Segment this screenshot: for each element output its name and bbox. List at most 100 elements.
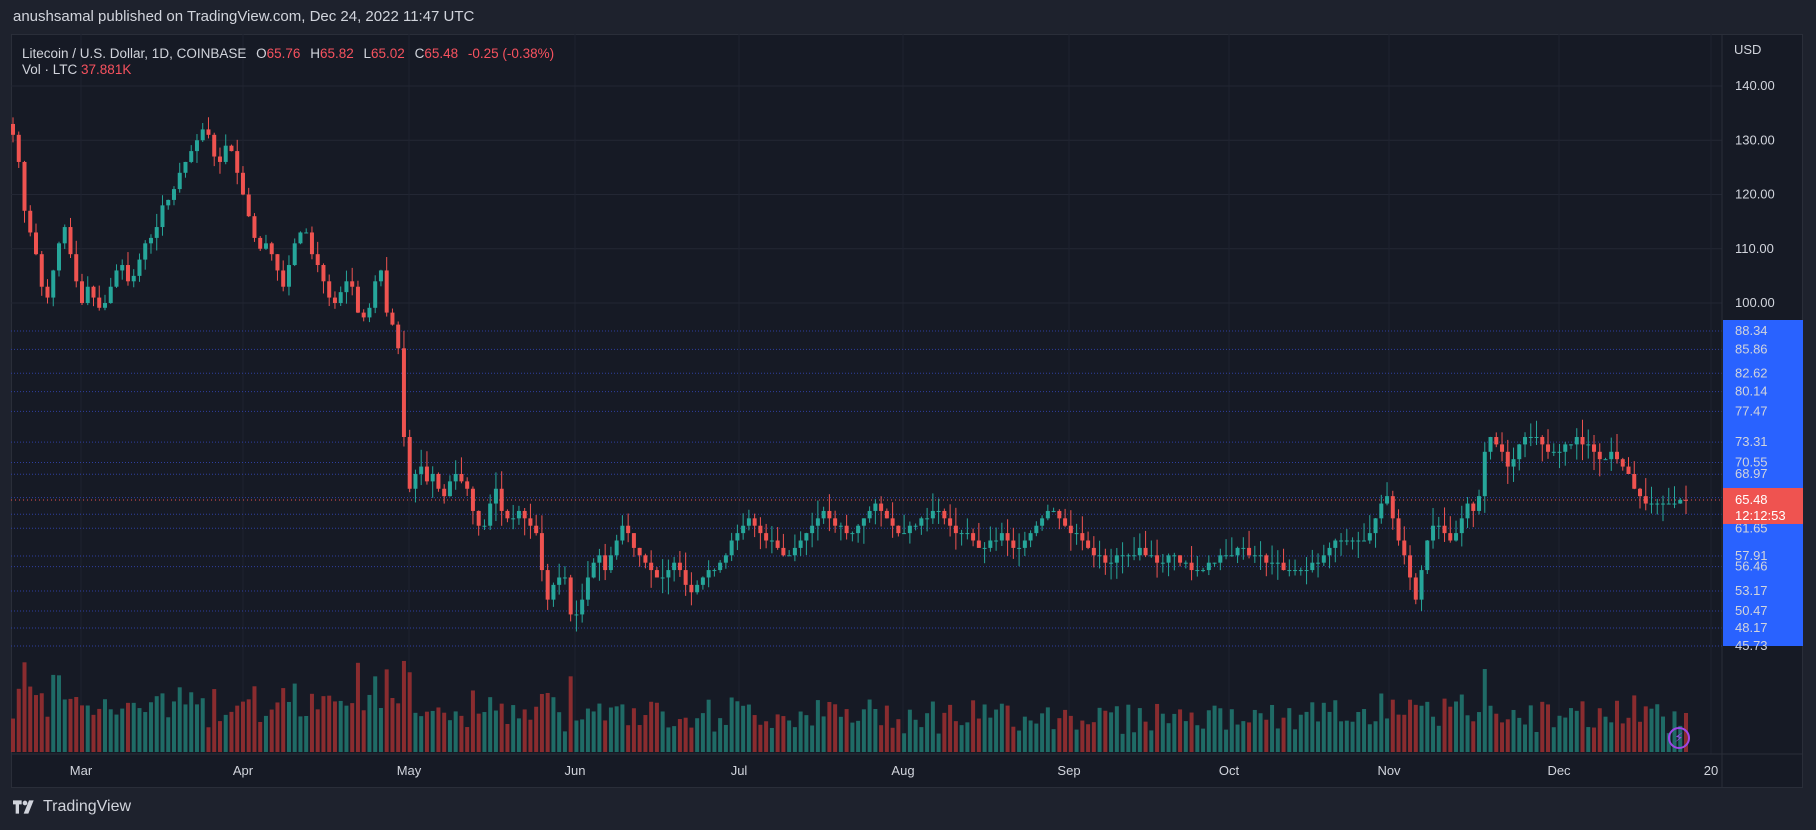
volume-bar-159	[925, 713, 930, 752]
candle-body-126	[735, 533, 740, 541]
volume-bar-103	[603, 720, 608, 752]
candle-body-193	[1120, 555, 1125, 557]
candle-body-42	[252, 216, 257, 238]
candle-body-146	[850, 533, 855, 535]
y-tick-level-0: 88.34	[1735, 323, 1768, 338]
time-axis[interactable]: Mar Apr May Jun Jul Aug Sep Oct Nov Dec 20	[70, 763, 1718, 778]
candle-body-101	[591, 562, 596, 578]
y-tick-upper-4: 100.00	[1735, 295, 1775, 310]
price-chart[interactable]: 140.00 130.00 120.00 110.00 100.00 88.34 85.86…	[11, 34, 1803, 788]
volume-bar-29	[177, 687, 182, 752]
volume-bar-227	[1316, 721, 1321, 752]
volume-bar-123	[718, 718, 723, 752]
volume-bar-177	[1028, 720, 1033, 752]
price-axis[interactable]: 140.00 130.00 120.00 110.00 100.00 88.34 85.86…	[1723, 78, 1803, 653]
volume-bar-217	[1258, 713, 1263, 752]
volume-bar-68	[401, 660, 406, 752]
candle-body-37	[223, 145, 228, 162]
volume-bar-246	[1425, 701, 1430, 752]
candle-body-247	[1431, 525, 1436, 541]
volume-bar-247	[1431, 716, 1436, 752]
candle-body-30	[183, 161, 188, 173]
volume-bar-183	[1063, 709, 1068, 752]
published-text: anushsamal published on TradingView.com,…	[13, 8, 475, 25]
volume-bars	[11, 660, 1688, 752]
currency-label[interactable]: USD	[1734, 42, 1762, 57]
candle-body-112	[654, 570, 659, 578]
candle-body-114	[666, 570, 671, 578]
candle-body-68	[401, 348, 406, 438]
volume-bar-143	[833, 704, 838, 752]
candle-body-34	[206, 129, 211, 135]
candle-body-235	[1362, 540, 1367, 542]
lightning-icon[interactable]: ⚡	[1668, 727, 1690, 749]
volume-bar-202	[1172, 713, 1177, 752]
candle-body-154	[896, 525, 901, 534]
candle-body-72	[424, 466, 429, 482]
candle-body-106	[620, 525, 625, 541]
candle-body-225	[1304, 570, 1309, 572]
candle-body-162	[942, 510, 947, 519]
candle-body-176	[1022, 540, 1027, 548]
candle-body-196	[1137, 547, 1142, 556]
candle-body-147	[856, 525, 861, 534]
candle-body-202	[1172, 555, 1177, 557]
candle-body-194	[1126, 555, 1131, 557]
candle-body-57	[338, 292, 343, 303]
candle-body-248	[1436, 525, 1441, 527]
volume-bar-18	[114, 714, 119, 752]
volume-bar-121	[706, 699, 711, 752]
volume-bar-190	[1103, 710, 1108, 752]
volume-bar-157	[913, 719, 918, 752]
volume-bar-154	[896, 719, 901, 752]
volume-bar-8	[56, 675, 61, 752]
volume-bar-83	[488, 697, 493, 752]
candle-body-130	[758, 525, 763, 534]
candle-body-275	[1592, 444, 1597, 452]
volume-value: 37.881K	[81, 62, 132, 77]
volume-bar-142	[827, 701, 832, 752]
volume-bar-79	[465, 727, 470, 752]
candle-body-276	[1597, 451, 1602, 460]
volume-bar-11	[74, 697, 79, 752]
candle-body-50	[298, 232, 303, 244]
volume-bar-96	[562, 731, 567, 752]
volume-bar-112	[654, 702, 659, 752]
candle-body-86	[505, 510, 510, 519]
candle-body-209	[1212, 562, 1217, 564]
volume-bar-97	[568, 676, 573, 752]
candle-body-234	[1356, 540, 1361, 542]
candle-body-2	[22, 161, 27, 211]
volume-bar-102	[597, 703, 602, 752]
volume-bar-55	[327, 695, 332, 752]
volume-bar-9	[62, 699, 67, 752]
volume-bar-170	[988, 717, 993, 752]
candle-body-95	[557, 577, 562, 585]
volume-bar-118	[689, 727, 694, 752]
volume-bar-248	[1436, 725, 1441, 752]
volume-bar-22	[137, 708, 142, 752]
volume-bar-80	[470, 690, 475, 752]
volume-bar-114	[666, 727, 671, 752]
chart-frame[interactable]	[11, 34, 1803, 788]
volume-bar-45	[269, 709, 274, 752]
volume-bar-182	[1057, 718, 1062, 752]
candle-body-38	[229, 145, 234, 152]
candle-body-90	[528, 518, 533, 526]
candle-body-221	[1281, 562, 1286, 571]
volume-bar-25	[154, 696, 159, 752]
volume-bar-276	[1597, 708, 1602, 752]
volume-bar-206	[1195, 725, 1200, 752]
volume-bar-279	[1615, 700, 1620, 752]
volume-bar-86	[505, 723, 510, 752]
volume-bar-238	[1379, 693, 1384, 752]
volume-bar-228	[1321, 702, 1326, 752]
candle-body-88	[516, 510, 521, 519]
volume-bar-33	[200, 698, 205, 752]
candle-body-32	[194, 140, 199, 152]
candle-body-258	[1494, 437, 1499, 445]
volume-bar-188	[1091, 722, 1096, 752]
candle-body-61	[361, 312, 366, 318]
candle-body-51	[304, 232, 309, 234]
candle-body-36	[217, 156, 222, 162]
